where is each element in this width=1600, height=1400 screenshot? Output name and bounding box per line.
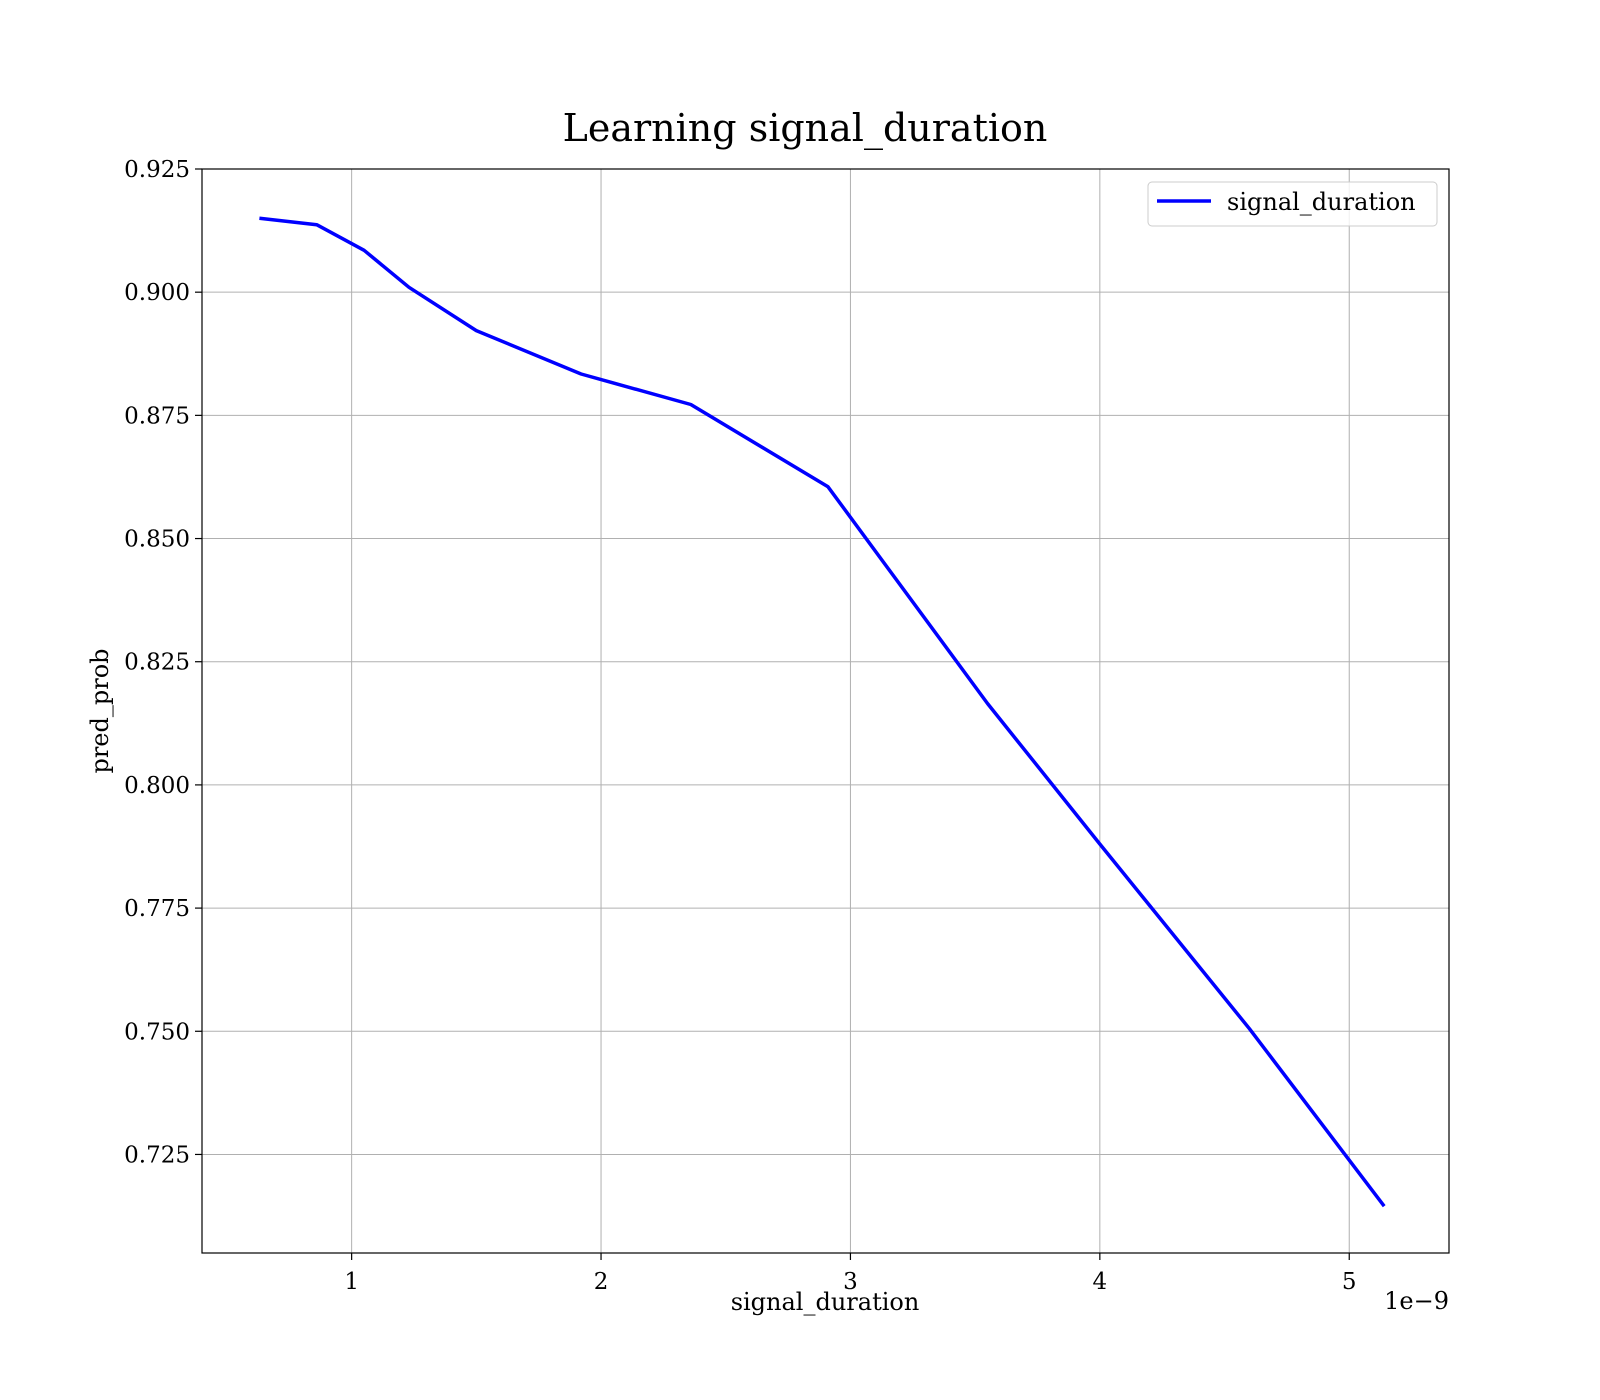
y-tick-label: 0.725: [124, 1142, 190, 1168]
grid: [202, 168, 1449, 1253]
y-tick-label: 0.925: [124, 157, 190, 183]
x-tick-label: 4: [1093, 1269, 1108, 1295]
legend: signal_duration: [1147, 181, 1438, 227]
y-tick-label: 0.875: [124, 403, 190, 429]
y-tick-label: 0.900: [124, 280, 190, 306]
x-axis-ticks: 1 2 3 4 5: [344, 1253, 1357, 1295]
y-tick-label: 0.775: [124, 896, 190, 922]
y-tick-label: 0.850: [124, 527, 190, 553]
x-axis-offset-text: 1e−9: [1384, 1287, 1449, 1315]
y-tick-label: 0.825: [124, 650, 190, 676]
x-tick-label: 5: [1342, 1269, 1357, 1295]
y-tick-label: 0.750: [124, 1019, 190, 1045]
y-axis-ticks: 0.725 0.750 0.775 0.800 0.825 0.850 0.875 0.900…: [124, 157, 202, 1168]
x-tick-label: 3: [843, 1269, 858, 1295]
x-axis-label: signal_duration: [731, 1288, 920, 1316]
y-axis-label: pred_prob: [86, 648, 114, 773]
chart-title: Learning signal_duration: [563, 106, 1048, 151]
y-tick-label: 0.800: [124, 773, 190, 799]
x-tick-label: 1: [344, 1269, 359, 1295]
series-line-signal-duration: [259, 216, 1386, 1208]
legend-label: signal_duration: [1227, 188, 1416, 216]
legend-box: [1147, 181, 1438, 227]
plot-area-frame: [201, 168, 1450, 1254]
series-layer: [259, 216, 1386, 1208]
x-tick-label: 2: [594, 1269, 609, 1295]
